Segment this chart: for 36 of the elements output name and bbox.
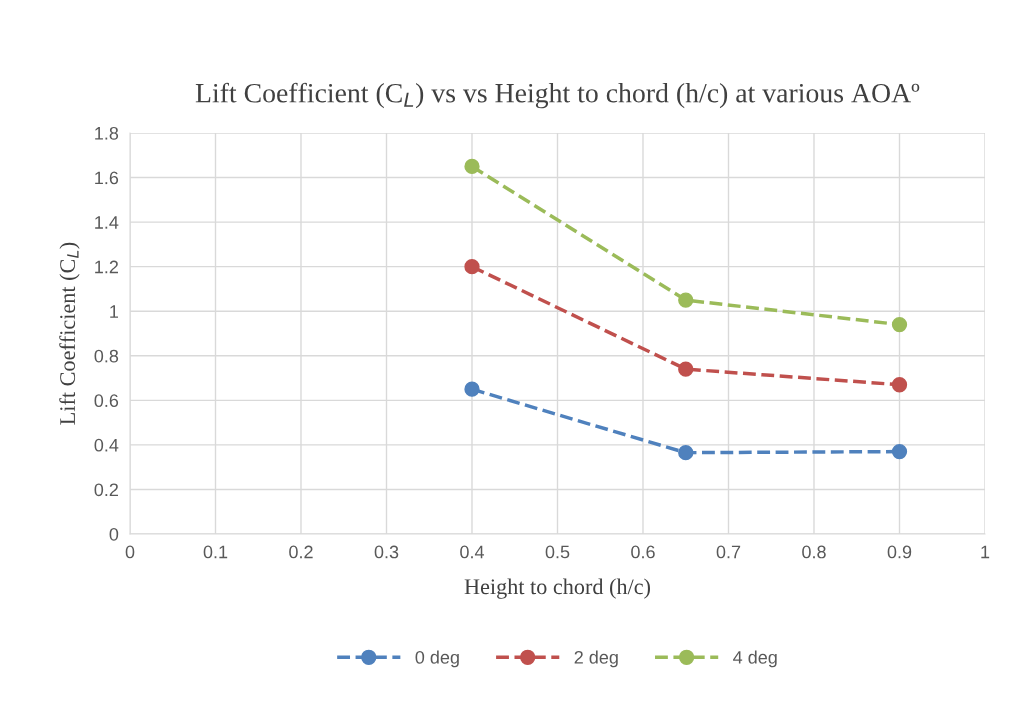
y-tick-label: 1.2 bbox=[95, 260, 118, 274]
x-tick-label: 0 bbox=[125, 545, 135, 559]
point bbox=[464, 158, 480, 175]
y-tick-label: 1.6 bbox=[95, 171, 119, 185]
point bbox=[678, 292, 694, 308]
y-axis-title: Lift Coefficient (C$_{L}$) bbox=[59, 242, 80, 425]
x-tick-label: 0.8 bbox=[802, 545, 826, 559]
x-tick-label: 0.1 bbox=[203, 545, 228, 559]
x-tick-label: 0.4 bbox=[460, 545, 485, 559]
legend-label: 0 deg bbox=[415, 650, 459, 668]
y-tick-label: 1.4 bbox=[95, 216, 119, 229]
legend-label: 2 deg bbox=[574, 650, 618, 668]
point bbox=[678, 361, 694, 377]
y-tick-label: 0.8 bbox=[94, 349, 119, 363]
x-tick-label: 0.5 bbox=[545, 545, 570, 559]
y-tick-label: 0 bbox=[109, 527, 119, 541]
point bbox=[678, 445, 694, 461]
y-tick-label: 0.6 bbox=[94, 394, 119, 408]
point bbox=[464, 259, 480, 275]
point bbox=[891, 443, 908, 460]
point bbox=[891, 377, 908, 393]
y-tick-label: 1 bbox=[110, 305, 119, 318]
legend-label: 4 deg bbox=[733, 650, 777, 668]
x-tick-label: 1 bbox=[981, 545, 990, 559]
x-tick-label: 0.2 bbox=[289, 545, 313, 559]
x-axis-title: Height to chord (h/c) bbox=[464, 578, 651, 599]
y-tick-label: 1.8 bbox=[95, 126, 119, 140]
x-tick-label: 0.6 bbox=[631, 545, 655, 559]
y-tick-label: 0.2 bbox=[94, 483, 118, 497]
x-tick-label: 0.9 bbox=[887, 545, 912, 559]
point bbox=[891, 316, 908, 333]
chart-title: Lift Coefficient (C$_{L}$) vs vs Height to chord (h/c) at various AOAº bbox=[195, 82, 920, 109]
point bbox=[464, 381, 480, 397]
y-tick-label: 0.4 bbox=[94, 438, 119, 452]
x-tick-label: 0.7 bbox=[716, 545, 741, 559]
x-tick-label: 0.3 bbox=[374, 545, 399, 559]
